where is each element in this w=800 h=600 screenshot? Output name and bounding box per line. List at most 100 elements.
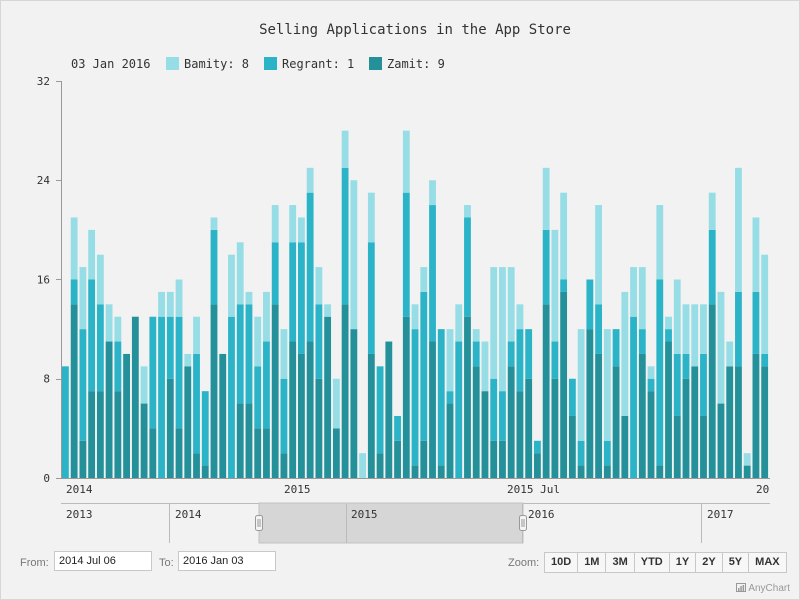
- zoom-1y-button[interactable]: 1Y: [669, 553, 697, 572]
- bar-zamit[interactable]: [271, 304, 279, 478]
- credits[interactable]: AnyChart: [736, 583, 790, 594]
- scroller-selected-range[interactable]: [258, 502, 524, 544]
- bar-zamit[interactable]: [586, 329, 594, 479]
- bar-bamity[interactable]: [630, 267, 637, 317]
- bar-regrant[interactable]: [315, 304, 323, 379]
- bar-regrant[interactable]: [367, 242, 375, 354]
- bar-zamit[interactable]: [603, 465, 611, 478]
- bar-bamity[interactable]: [708, 192, 716, 230]
- bar-regrant[interactable]: [201, 391, 209, 466]
- bar-regrant[interactable]: [595, 304, 603, 354]
- bar-bamity[interactable]: [577, 329, 585, 441]
- bar-regrant[interactable]: [700, 353, 707, 416]
- bar-zamit[interactable]: [621, 415, 629, 478]
- bar-bamity[interactable]: [184, 353, 192, 367]
- bar-bamity[interactable]: [481, 341, 489, 392]
- bar-regrant[interactable]: [735, 291, 742, 367]
- bar-regrant[interactable]: [79, 329, 87, 441]
- bar-zamit[interactable]: [507, 366, 515, 478]
- legend-item-regrant[interactable]: Regrant: 1: [282, 57, 354, 71]
- bar-regrant[interactable]: [263, 341, 270, 429]
- bar-bamity[interactable]: [472, 329, 480, 342]
- bar-bamity[interactable]: [411, 304, 419, 330]
- bar-zamit[interactable]: [402, 316, 410, 478]
- bar-bamity[interactable]: [140, 366, 148, 404]
- bar-regrant[interactable]: [455, 341, 463, 478]
- bar-bamity[interactable]: [367, 192, 375, 243]
- bar-zamit[interactable]: [429, 341, 436, 478]
- bar-regrant[interactable]: [254, 366, 262, 429]
- bar-zamit[interactable]: [560, 291, 568, 478]
- bar-regrant[interactable]: [647, 378, 655, 392]
- from-date-input[interactable]: [54, 551, 152, 571]
- bar-zamit[interactable]: [437, 465, 445, 478]
- bar-zamit[interactable]: [236, 403, 244, 478]
- bar-zamit[interactable]: [752, 353, 760, 478]
- bar-zamit[interactable]: [516, 391, 524, 478]
- bar-bamity[interactable]: [603, 329, 611, 441]
- bar-bamity[interactable]: [350, 180, 358, 330]
- bar-regrant[interactable]: [166, 316, 174, 379]
- bar-zamit[interactable]: [726, 366, 734, 478]
- bar-bamity[interactable]: [70, 217, 78, 280]
- bar-regrant[interactable]: [499, 391, 506, 441]
- bar-bamity[interactable]: [332, 378, 340, 429]
- bar-regrant[interactable]: [245, 304, 253, 404]
- bar-zamit[interactable]: [254, 428, 262, 479]
- bar-bamity[interactable]: [324, 304, 332, 317]
- scroller[interactable]: 2013 2014 2015 2016 2017: [61, 502, 770, 544]
- bar-zamit[interactable]: [175, 428, 183, 479]
- bar-regrant[interactable]: [193, 353, 200, 454]
- bar-zamit[interactable]: [385, 341, 393, 478]
- bar-zamit[interactable]: [595, 353, 603, 478]
- bar-zamit[interactable]: [201, 465, 209, 478]
- bar-regrant[interactable]: [534, 440, 541, 454]
- bar-regrant[interactable]: [638, 329, 646, 354]
- bar-regrant[interactable]: [464, 217, 471, 317]
- bar-bamity[interactable]: [166, 291, 174, 317]
- bar-zamit[interactable]: [289, 341, 297, 478]
- bar-zamit[interactable]: [306, 341, 314, 478]
- bar-regrant[interactable]: [542, 229, 550, 305]
- bar-regrant[interactable]: [376, 366, 384, 454]
- legend-item-zamit[interactable]: Zamit: 9: [387, 57, 445, 71]
- bar-regrant[interactable]: [289, 242, 297, 342]
- bar-bamity[interactable]: [691, 304, 699, 367]
- bar-bamity[interactable]: [359, 453, 367, 478]
- bar-bamity[interactable]: [420, 267, 428, 292]
- bar-zamit[interactable]: [647, 391, 655, 478]
- bar-bamity[interactable]: [263, 291, 270, 342]
- bar-regrant[interactable]: [446, 391, 454, 404]
- bar-bamity[interactable]: [254, 316, 262, 367]
- bar-bamity[interactable]: [79, 267, 87, 330]
- bar-bamity[interactable]: [245, 291, 253, 305]
- bar-zamit[interactable]: [166, 378, 174, 478]
- bar-zamit[interactable]: [464, 316, 471, 478]
- bar-bamity[interactable]: [228, 254, 235, 317]
- bar-zamit[interactable]: [350, 329, 358, 479]
- bar-bamity[interactable]: [455, 304, 463, 342]
- bar-zamit[interactable]: [735, 366, 742, 478]
- bar-bamity[interactable]: [271, 205, 279, 243]
- bar-bamity[interactable]: [88, 229, 96, 280]
- bar-regrant[interactable]: [507, 341, 515, 367]
- bar-zamit[interactable]: [114, 391, 122, 478]
- bar-zamit[interactable]: [612, 366, 620, 478]
- zoom-max-button[interactable]: MAX: [749, 553, 786, 572]
- bar-bamity[interactable]: [752, 217, 760, 292]
- bar-zamit[interactable]: [542, 304, 550, 478]
- bar-regrant[interactable]: [271, 242, 279, 305]
- bar-bamity[interactable]: [735, 167, 742, 292]
- bar-bamity[interactable]: [542, 167, 550, 230]
- bar-zamit[interactable]: [123, 353, 131, 478]
- bar-zamit[interactable]: [656, 465, 664, 478]
- bar-zamit[interactable]: [376, 453, 384, 478]
- bar-bamity[interactable]: [96, 254, 104, 305]
- bar-regrant[interactable]: [429, 205, 436, 342]
- bar-regrant[interactable]: [472, 341, 480, 367]
- bar-zamit[interactable]: [367, 353, 375, 478]
- bar-zamit[interactable]: [490, 440, 498, 478]
- bar-regrant[interactable]: [411, 329, 419, 466]
- to-date-input[interactable]: [178, 551, 276, 571]
- bar-regrant[interactable]: [682, 353, 690, 379]
